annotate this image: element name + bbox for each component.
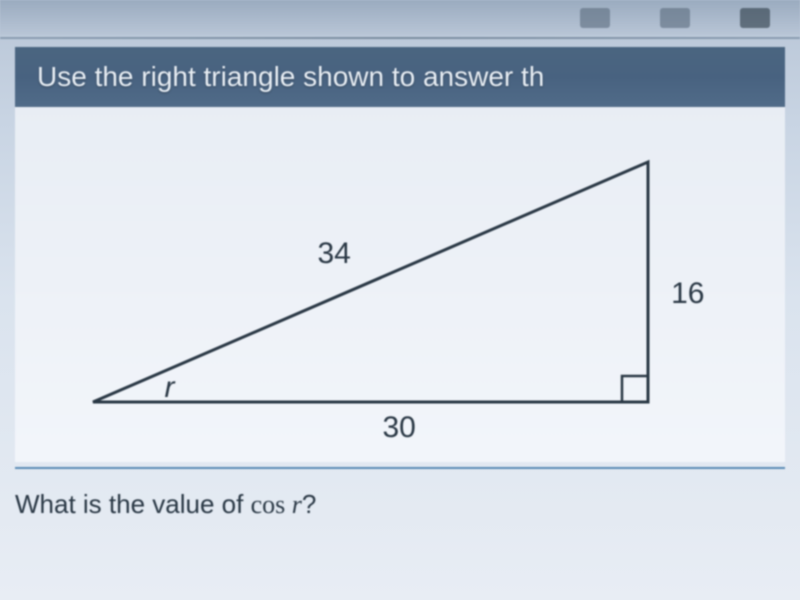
base-side-label: 30 — [383, 411, 416, 445]
question-function: cos — [251, 490, 292, 519]
toolbar-icon — [580, 8, 610, 28]
instruction-text: Use the right triangle shown to answer t… — [37, 61, 544, 92]
right-angle-marker — [622, 376, 648, 402]
triangle-diagram: 34 16 30 r — [73, 137, 713, 447]
hypotenuse-label: 34 — [318, 237, 351, 271]
vertical-side-label: 16 — [671, 277, 704, 311]
question-suffix: ? — [302, 489, 316, 519]
separator — [0, 37, 800, 39]
toolbar — [0, 0, 800, 35]
toolbar-icon — [740, 8, 770, 28]
question-prefix: What is the value of — [15, 489, 251, 519]
instruction-banner: Use the right triangle shown to answer t… — [15, 47, 785, 107]
toolbar-icon — [660, 8, 690, 28]
diagram-area: 34 16 30 r — [15, 107, 785, 462]
question-variable: r — [292, 490, 302, 519]
angle-label: r — [165, 371, 175, 405]
question-text: What is the value of cos r? — [15, 467, 785, 520]
triangle-shape — [93, 162, 648, 402]
